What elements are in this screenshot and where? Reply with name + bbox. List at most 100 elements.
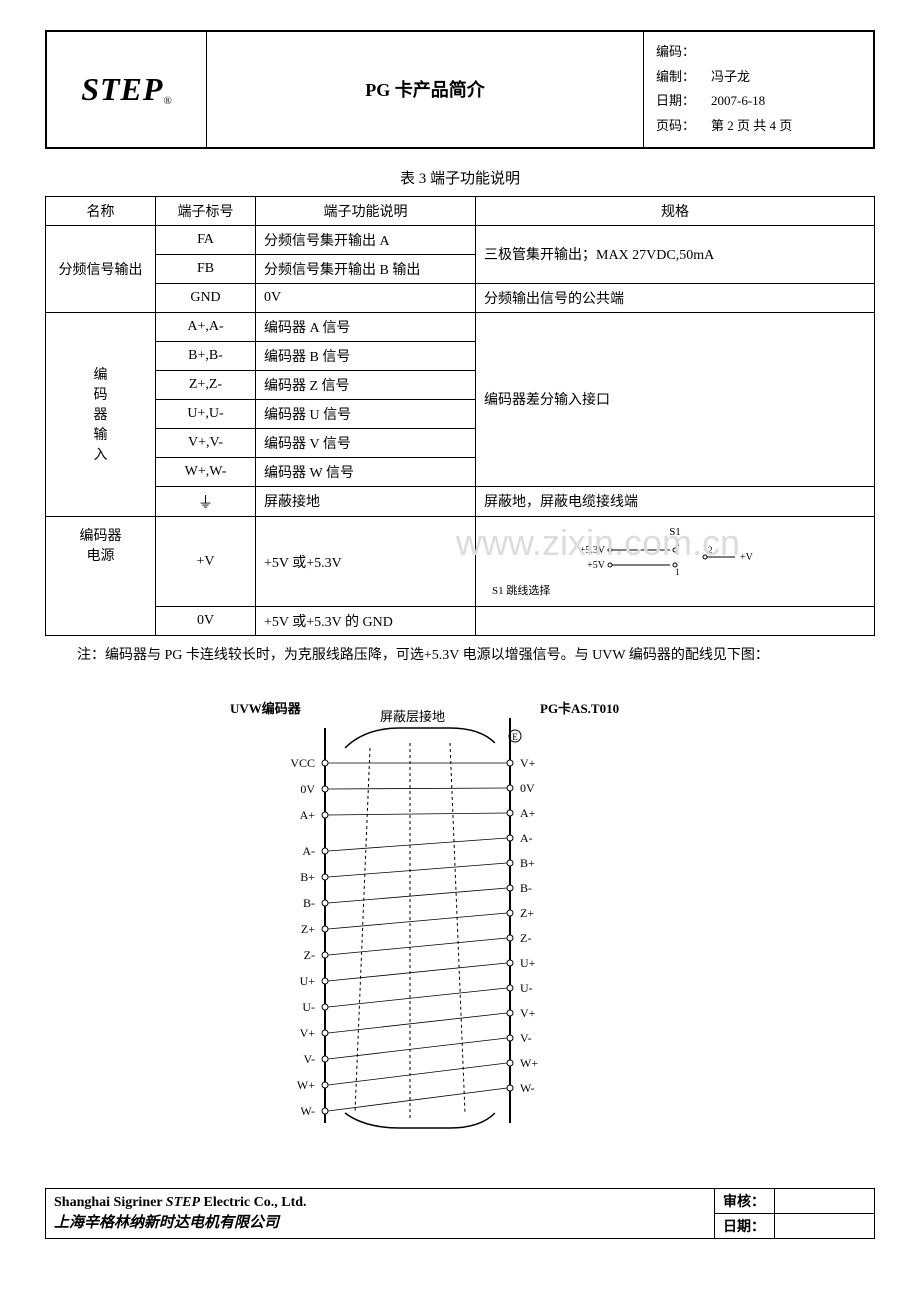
g3-t0: +V xyxy=(156,516,256,607)
g1-f2: 0V xyxy=(256,283,476,312)
g2-f5: 编码器 W 信号 xyxy=(256,457,476,486)
svg-text:VCC: VCC xyxy=(290,756,315,770)
page-label: 页码： xyxy=(656,114,711,139)
svg-text:A+: A+ xyxy=(520,806,536,820)
footer-company: Shanghai Sigriner STEP Electric Co., Ltd… xyxy=(46,1189,715,1239)
g2-f0: 编码器 A 信号 xyxy=(256,312,476,341)
svg-text:A+: A+ xyxy=(300,808,316,822)
date-label: 日期： xyxy=(656,89,711,114)
svg-text:B+: B+ xyxy=(520,856,535,870)
company-en-2: Electric Co., Ltd. xyxy=(200,1195,307,1210)
g3-s1 xyxy=(476,607,875,636)
svg-text:1: 1 xyxy=(675,567,680,577)
g2-fg: 屏蔽接地 xyxy=(256,486,476,516)
svg-text:W+: W+ xyxy=(297,1078,315,1092)
approve-label: 审核： xyxy=(715,1189,775,1214)
svg-text:Z+: Z+ xyxy=(301,922,315,936)
g2-f2: 编码器 Z 信号 xyxy=(256,370,476,399)
svg-text:W-: W- xyxy=(300,1104,315,1118)
g2-sg: 屏蔽地，屏蔽电缆接线端 xyxy=(476,486,875,516)
svg-text:U+: U+ xyxy=(520,956,536,970)
svg-text:V-: V- xyxy=(520,1031,532,1045)
svg-text:Z-: Z- xyxy=(304,948,315,962)
approve-value xyxy=(775,1189,875,1214)
g1-spec: 三极管集开输出；MAX 27VDC,50mA xyxy=(476,225,875,283)
logo-reg: ® xyxy=(163,95,171,107)
content-area: 表 3 端子功能说明 名称 端子标号 端子功能说明 规格 分频信号输出 FA 分… xyxy=(45,149,875,1168)
header-table: STEP® PG 卡产品简介 编码： 编制：冯子龙 日期：2007-6-18 页… xyxy=(46,31,874,148)
svg-text:Z+: Z+ xyxy=(520,906,534,920)
g3-t1: 0V xyxy=(156,607,256,636)
th-name: 名称 xyxy=(46,196,156,225)
g2-t4: V+,V- xyxy=(156,428,256,457)
g3-f0: +5V 或+5.3V www.zixin.com.cn xyxy=(256,516,476,607)
svg-text:+V: +V xyxy=(740,552,754,563)
svg-text:B+: B+ xyxy=(300,870,315,884)
author-value: 冯子龙 xyxy=(711,65,750,90)
g2-f1: 编码器 B 信号 xyxy=(256,341,476,370)
svg-text:2: 2 xyxy=(708,545,713,555)
svg-text:V+: V+ xyxy=(520,756,536,770)
svg-text:+5.3V: +5.3V xyxy=(580,545,606,556)
svg-text:V+: V+ xyxy=(300,1026,316,1040)
g1-s2: 分频输出信号的公共端 xyxy=(476,283,875,312)
doc-title: PG 卡产品简介 xyxy=(207,32,644,148)
jumper-title: S1 xyxy=(669,526,681,538)
g3-f1: +5V 或+5.3V 的 GND xyxy=(256,607,476,636)
svg-text:0V: 0V xyxy=(520,781,535,795)
svg-text:A-: A- xyxy=(520,831,533,845)
g3-name: 编码器电源 xyxy=(46,516,156,636)
code-label: 编码： xyxy=(656,40,711,65)
svg-text:U-: U- xyxy=(520,981,533,995)
g2-spec: 编码器差分输入接口 xyxy=(476,312,875,486)
jumper-diagram: S1 +5.3V 3 +5V 1 2 +V xyxy=(484,521,866,603)
wiring-diagram: UVW编码器 屏蔽层接地 PG卡AS.T010 E VCC0VA+A-B+B-Z… xyxy=(230,698,690,1148)
footer-date-label: 日期： xyxy=(715,1214,775,1239)
footer-date-value xyxy=(775,1214,875,1239)
wiring-left-title: UVW编码器 xyxy=(230,698,301,717)
company-en-step: STEP xyxy=(166,1195,200,1210)
company-cn: 上海辛格林纳新时达电机有限公司 xyxy=(54,1215,279,1231)
g1-t0: FA xyxy=(156,225,256,254)
svg-text:+5V: +5V xyxy=(587,560,606,571)
logo-text: STEP xyxy=(81,71,163,107)
svg-text:0V: 0V xyxy=(300,782,315,796)
g2-t2: Z+,Z- xyxy=(156,370,256,399)
g2-name: 编码器输入 xyxy=(46,312,156,516)
g2-t5: W+,W- xyxy=(156,457,256,486)
svg-text:U+: U+ xyxy=(300,974,316,988)
svg-text:U-: U- xyxy=(302,1000,315,1014)
g2-f4: 编码器 V 信号 xyxy=(256,428,476,457)
g2-tg: ⏚ xyxy=(156,486,256,516)
g1-t2: GND xyxy=(156,283,256,312)
terminal-table: 名称 端子标号 端子功能说明 规格 分频信号输出 FA 分频信号集开输出 A 三… xyxy=(45,196,875,637)
jumper-note: S1 跳线选择 xyxy=(488,584,862,598)
footer-table: Shanghai Sigriner STEP Electric Co., Ltd… xyxy=(45,1188,875,1239)
g3-f0-text: +5V 或+5.3V xyxy=(264,556,342,571)
svg-text:E: E xyxy=(512,732,518,742)
svg-text:V-: V- xyxy=(303,1052,315,1066)
svg-text:V+: V+ xyxy=(520,1006,536,1020)
meta-cell: 编码： 编制：冯子龙 日期：2007-6-18 页码：第 2 页 共 4 页 xyxy=(644,32,874,148)
author-label: 编制： xyxy=(656,65,711,90)
g1-t1: FB xyxy=(156,254,256,283)
g1-f0: 分频信号集开输出 A xyxy=(256,225,476,254)
g1-f1: 分频信号集开输出 B 输出 xyxy=(256,254,476,283)
th-terminal: 端子标号 xyxy=(156,196,256,225)
svg-text:A-: A- xyxy=(302,844,315,858)
g2-f3: 编码器 U 信号 xyxy=(256,399,476,428)
th-func: 端子功能说明 xyxy=(256,196,476,225)
logo-cell: STEP® xyxy=(47,32,207,148)
g1-name: 分频信号输出 xyxy=(46,225,156,312)
th-spec: 规格 xyxy=(476,196,875,225)
g2-t3: U+,U- xyxy=(156,399,256,428)
page-border: STEP® PG 卡产品简介 编码： 编制：冯子龙 日期：2007-6-18 页… xyxy=(45,30,875,149)
svg-text:3: 3 xyxy=(675,539,680,549)
page-value: 第 2 页 共 4 页 xyxy=(711,114,792,139)
g3-s0: S1 +5.3V 3 +5V 1 2 +V xyxy=(476,516,875,607)
table-title: 表 3 端子功能说明 xyxy=(45,167,875,188)
svg-text:Z-: Z- xyxy=(520,931,531,945)
svg-text:B-: B- xyxy=(303,896,315,910)
svg-text:W-: W- xyxy=(520,1081,535,1095)
g2-t0: A+,A- xyxy=(156,312,256,341)
